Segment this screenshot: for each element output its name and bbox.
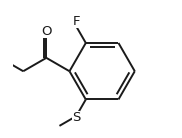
Text: F: F: [72, 15, 80, 28]
Text: S: S: [72, 111, 80, 124]
Text: O: O: [41, 25, 52, 38]
